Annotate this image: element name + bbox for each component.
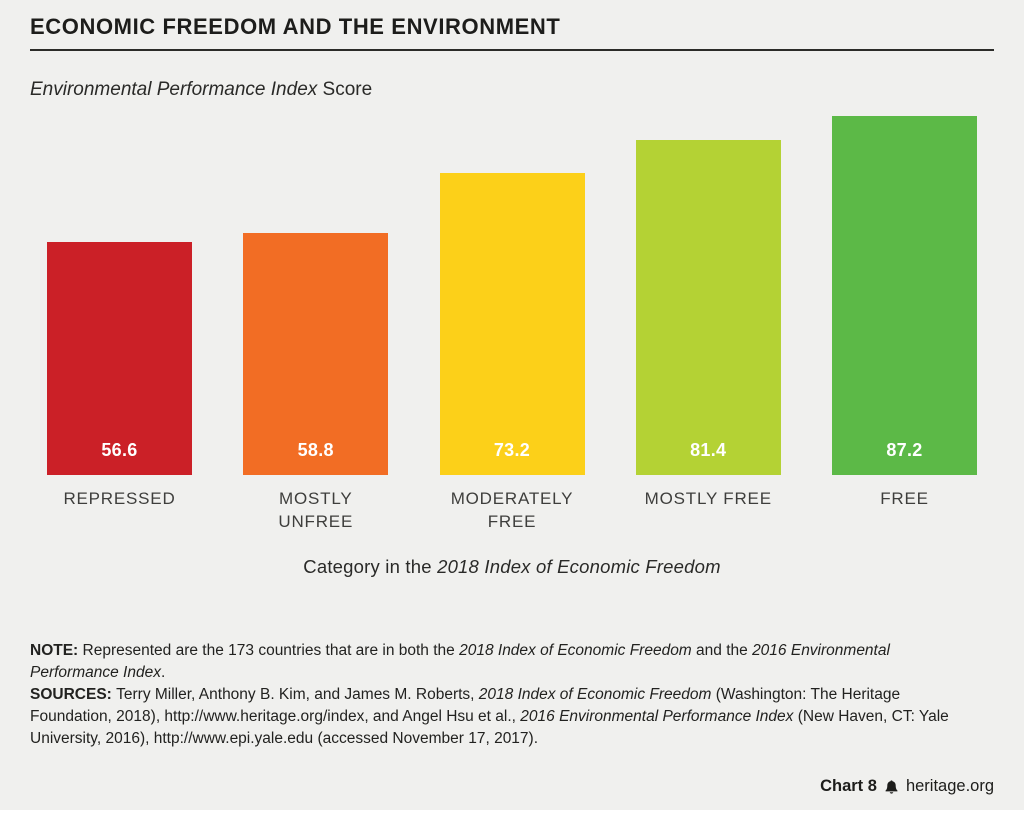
chart-subtitle: Environmental Performance Index Score [30,79,994,101]
text-segment: . [160,663,166,681]
bar-category-label: MOSTLY FREE [644,489,772,508]
bar-value-label: 81.4 [690,440,727,460]
text-segment: SOURCES: [30,685,117,703]
bar-value-label: 73.2 [493,440,531,460]
text-segment: 2018 Index of Economic Freedom [437,555,721,577]
bar-category-label: FREE [880,489,929,508]
text-segment: 2016 Environmental Performance Index [30,641,890,681]
bar: 58.8 [243,232,389,475]
text-segment: Environmental Performance Index [30,79,318,100]
page-title: ECONOMIC FREEDOM AND THE ENVIRONMENT [30,14,561,39]
text-segment: 2018 Index of Economic Freedom [459,641,692,659]
bar: 73.2 [439,173,585,475]
bar-column: 58.8 MOSTLY UNFREE [243,113,389,534]
title-divider [30,49,994,51]
text-segment: 2018 Index of Economic Freedom [478,685,712,703]
chart-inner: ECONOMIC FREEDOM AND THE ENVIRONMENT Env… [30,14,994,750]
bar-value-label: 87.2 [886,440,923,460]
bar-category-label: REPRESSED [63,489,176,508]
bar-column: 73.2 MODERATELY FREE [439,113,585,534]
text-segment: (New Haven, CT: Yale University, 2016), … [30,707,949,747]
site-label: heritage.org [905,777,994,795]
bar-cell: 73.2 [439,113,585,475]
chart-number-label: Chart 8 [820,777,877,795]
text-segment: Terry Miller, Anthony B. Kim, and James … [116,685,479,703]
x-axis-caption: Category in the 2018 Index of Economic F… [30,556,994,578]
bottom-margin-strip [0,810,1024,820]
bar: 56.6 [47,241,192,475]
notes-block: NOTE: Represented are the 173 countries … [30,640,982,750]
bar-value-label: 58.8 [297,440,334,460]
bar-cell: 58.8 [243,113,389,475]
bar-cell: 87.2 [832,113,977,475]
text-segment: NOTE: [30,641,83,659]
bar-cell: 81.4 [635,113,781,475]
bar: 81.4 [635,139,781,475]
bar-column: 87.2 FREE [832,113,977,534]
text-segment: (Washington: The Heritage Foundation, 20… [30,685,901,725]
text-segment: 2016 Environmental Performance Index [520,707,794,725]
bar: 87.2 [832,115,977,475]
note-paragraph: NOTE: Represented are the 173 countries … [30,640,982,684]
bar-column: 56.6 REPRESSED [47,113,192,534]
footer: Chart 8 heritage.org [820,777,994,796]
bars-row: 56.6 REPRESSED 58.8 MOSTLY UNFREE 73.2 MODERA… [47,113,977,534]
bar-chart: 56.6 REPRESSED 58.8 MOSTLY UNFREE 73.2 MODERA… [30,113,994,578]
bar-column: 81.4 MOSTLY FREE [635,113,781,534]
bar-category-label: MODERATELY FREE [450,489,574,531]
text-segment: Category in the [303,555,438,577]
sources-paragraph: SOURCES: Terry Miller, Anthony B. Kim, a… [30,684,982,750]
bar-category-label: MOSTLY UNFREE [278,489,354,531]
text-segment: Represented are the 173 countries that a… [82,641,460,659]
liberty-bell-icon [884,779,899,795]
text-segment: Score [317,79,373,100]
bar-cell: 56.6 [47,113,192,475]
text-segment: and the [691,641,753,659]
bar-value-label: 56.6 [101,440,138,460]
